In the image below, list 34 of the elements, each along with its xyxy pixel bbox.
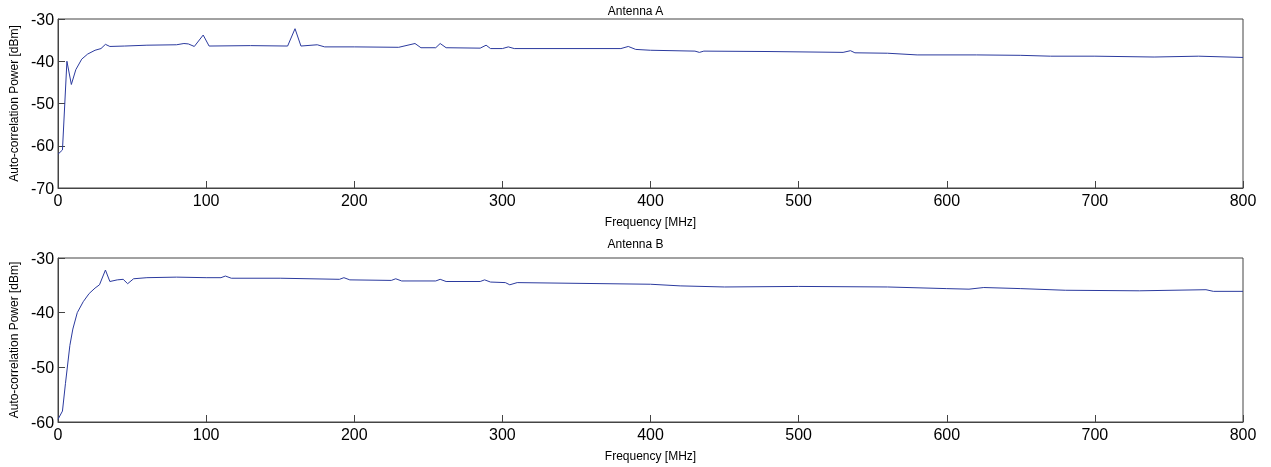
x-tick-label: 600 xyxy=(933,191,961,209)
x-tick-label: 300 xyxy=(489,425,516,443)
x-tick-label: 200 xyxy=(340,425,368,443)
y-tick-label: -50 xyxy=(30,95,55,112)
y-axis-title: Auto-correlation Power [dBm] xyxy=(7,25,21,182)
x-tick-label: 200 xyxy=(340,191,368,209)
chart-title: Antenna A xyxy=(607,4,664,18)
x-axis-title: Frequency [MHz] xyxy=(604,215,697,229)
x-tick-label: 400 xyxy=(637,425,664,443)
y-tick-label: -60 xyxy=(30,137,55,155)
y-tick-label: -40 xyxy=(30,52,55,70)
y-tick-label: -50 xyxy=(30,358,55,376)
chart-title: Antenna B xyxy=(607,237,664,251)
x-tick-label: 800 xyxy=(1229,425,1257,443)
x-tick-label: 0 xyxy=(53,425,63,443)
x-tick-label: 800 xyxy=(1229,191,1257,209)
x-tick-label: 700 xyxy=(1081,191,1109,209)
x-tick-label: 500 xyxy=(785,191,813,209)
y-axis-title: Auto-correlation Power [dBm] xyxy=(7,261,21,419)
y-tick-label: -70 xyxy=(30,179,55,197)
x-tick-label: 700 xyxy=(1081,425,1109,443)
x-axis-title: Frequency [MHz] xyxy=(604,449,697,463)
y-tick-label: -40 xyxy=(30,304,55,322)
y-tick-label: -60 xyxy=(30,413,55,431)
line-series xyxy=(57,28,1244,155)
x-tick-label: 300 xyxy=(489,191,516,209)
x-tick-label: 0 xyxy=(53,191,63,209)
x-tick-label: 400 xyxy=(637,191,664,209)
x-tick-label: 100 xyxy=(192,425,220,443)
x-tick-label: 100 xyxy=(192,191,220,209)
x-tick-label: 500 xyxy=(785,425,813,443)
y-tick-label: -30 xyxy=(30,10,55,28)
x-tick-label: 600 xyxy=(933,425,961,443)
y-tick-label: -30 xyxy=(30,249,55,267)
